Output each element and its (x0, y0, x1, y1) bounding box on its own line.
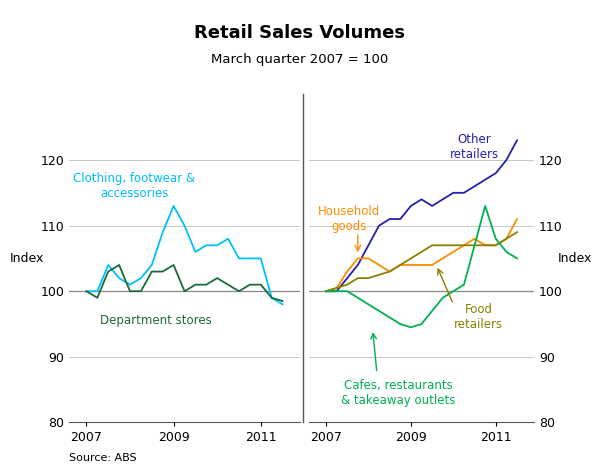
Text: Cafes, restaurants
& takeaway outlets: Cafes, restaurants & takeaway outlets (341, 379, 455, 407)
Text: Retail Sales Volumes: Retail Sales Volumes (194, 24, 406, 42)
Text: Department stores: Department stores (100, 314, 212, 327)
Text: Index: Index (557, 252, 592, 265)
Text: Food
retailers: Food retailers (454, 303, 503, 331)
Text: Other
retailers: Other retailers (450, 133, 499, 161)
Text: March quarter 2007 = 100: March quarter 2007 = 100 (211, 52, 389, 66)
Text: Household
goods: Household goods (318, 205, 380, 233)
Text: Clothing, footwear &
accessories: Clothing, footwear & accessories (73, 172, 196, 200)
Text: Index: Index (10, 252, 44, 265)
Text: Source: ABS: Source: ABS (69, 453, 137, 463)
